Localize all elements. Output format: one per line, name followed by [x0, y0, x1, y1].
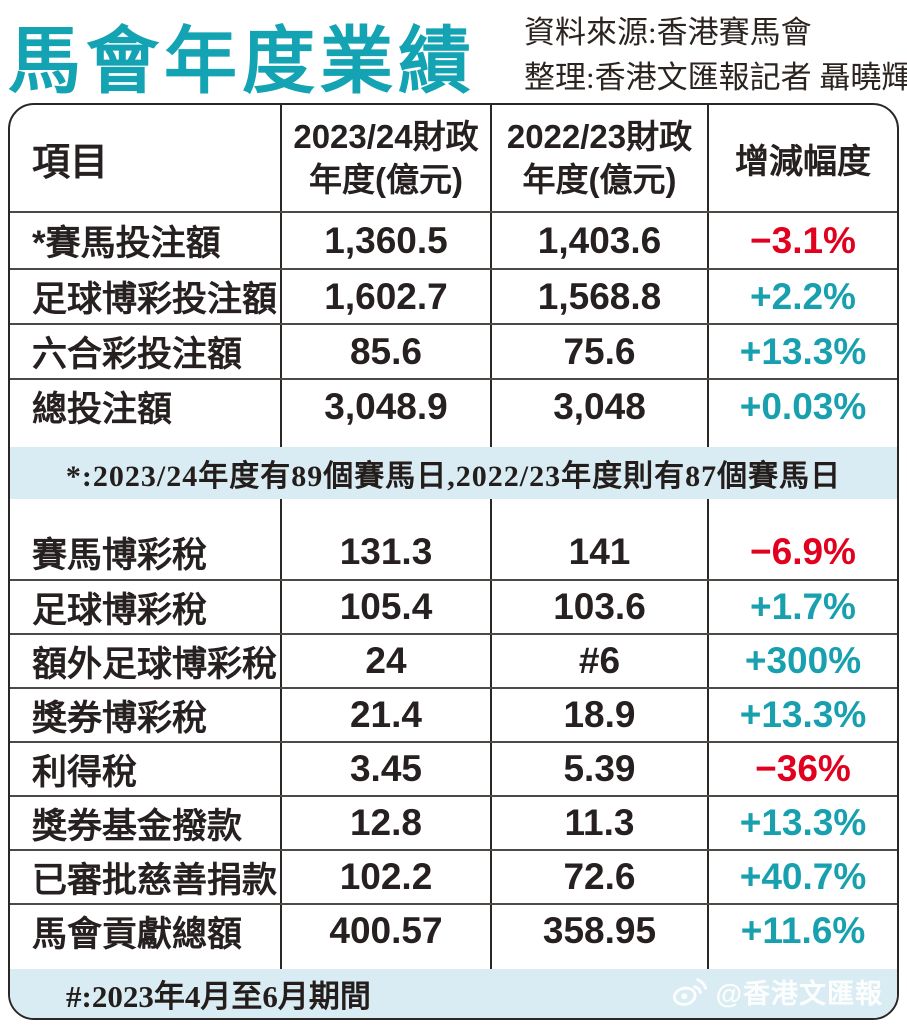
row-value-2022-23: 141: [492, 525, 709, 579]
row-item-label: 賽馬博彩稅: [10, 525, 282, 579]
row-value-2023-24: 105.4: [282, 581, 492, 633]
source-line-2: 整理:香港文匯報記者 聶曉輝: [524, 60, 907, 95]
row-value-2022-23: #6: [492, 635, 709, 687]
row-value-2022-23: 75.6: [492, 325, 709, 378]
header-fy-2022-23: 2022/23財政 年度(億元): [492, 105, 709, 211]
table-row: 獎券基金撥款 12.8 11.3 +13.3%: [10, 795, 897, 849]
row-change-value: +11.6%: [740, 910, 866, 951]
watermark: @香港文匯報: [672, 972, 883, 1011]
row-value-2022-23: 18.9: [492, 689, 709, 741]
source-block: 資料來源:香港賽馬會 整理:香港文匯報記者 聶曉輝: [524, 10, 907, 100]
table-section-turnover: *賽馬投注額 1,360.5 1,403.6 −3.1% 足球博彩投注額 1,6…: [10, 213, 897, 433]
row-value-2023-24: 24: [282, 635, 492, 687]
watermark-text: @香港文匯報: [715, 979, 883, 1009]
row-item-label: 獎券博彩稅: [10, 689, 282, 741]
row-change-value: +0.03%: [739, 385, 867, 427]
row-change-value: +13.3%: [739, 802, 867, 843]
row-value-2022-23: 358.95: [492, 905, 709, 957]
results-table: 項目 2023/24財政 年度(億元) 2022/23財政 年度(億元) 增減幅…: [8, 103, 899, 1020]
row-value-2023-24: 131.3: [282, 525, 492, 579]
row-value-2022-23: 3,048: [492, 380, 709, 433]
row-value-2023-24: 102.2: [282, 851, 492, 903]
table-row: 總投注額 3,048.9 3,048 +0.03%: [10, 378, 897, 433]
header-fy-2022-23-line1: 2022/23財政: [506, 118, 693, 155]
page-title: 馬會年度業績: [8, 21, 476, 102]
header-change: 增減幅度: [735, 142, 871, 181]
source-line-1: 資料來源:香港賽馬會: [524, 15, 812, 50]
row-change-value: +40.7%: [739, 856, 867, 897]
row-change-value: +1.7%: [750, 586, 856, 627]
row-value-2023-24: 1,360.5: [282, 213, 492, 268]
divider-gap: [10, 957, 897, 969]
row-value-2022-23: 72.6: [492, 851, 709, 903]
row-change-value: +13.3%: [739, 694, 867, 735]
row-change-value: +300%: [744, 640, 862, 681]
divider-gap: [10, 433, 897, 447]
header-fy-2022-23-line2: 年度(億元): [522, 161, 677, 198]
row-change-value: −6.9%: [750, 531, 856, 572]
divider-gap: [10, 499, 897, 525]
row-value-2022-23: 5.39: [492, 743, 709, 795]
row-value-2023-24: 12.8: [282, 797, 492, 849]
table-row: 馬會貢獻總額 400.57 358.95 +11.6%: [10, 903, 897, 957]
row-item-label: 足球博彩稅: [10, 581, 282, 633]
row-item-label: 利得稅: [10, 743, 282, 795]
row-item-label: 額外足球博彩稅: [10, 635, 282, 687]
table-row: 六合彩投注額 85.6 75.6 +13.3%: [10, 323, 897, 378]
row-item-label: *賽馬投注額: [10, 213, 282, 268]
row-item-label: 總投注額: [10, 380, 282, 433]
row-item-label: 獎券基金撥款: [10, 797, 282, 849]
table-row: *賽馬投注額 1,360.5 1,403.6 −3.1%: [10, 213, 897, 268]
table-section-tax-contribution: 賽馬博彩稅 131.3 141 −6.9% 足球博彩稅 105.4 103.6 …: [10, 525, 897, 957]
table-row: 賽馬博彩稅 131.3 141 −6.9%: [10, 525, 897, 579]
row-item-label: 馬會貢獻總額: [10, 905, 282, 957]
row-change-value: +13.3%: [739, 330, 867, 372]
row-value-2023-24: 85.6: [282, 325, 492, 378]
row-value-2022-23: 103.6: [492, 581, 709, 633]
table-row: 足球博彩投注額 1,602.7 1,568.8 +2.2%: [10, 268, 897, 323]
header-fy-2023-24-line2: 年度(億元): [309, 161, 463, 198]
note-period-text: #:2023年4月至6月期間: [66, 979, 371, 1014]
row-value-2022-23: 1,403.6: [492, 213, 709, 268]
table-row: 額外足球博彩稅 24 #6 +300%: [10, 633, 897, 687]
note-race-days: *:2023/24年度有89個賽馬日,2022/23年度則有87個賽馬日: [10, 447, 897, 499]
row-value-2023-24: 3.45: [282, 743, 492, 795]
row-item-label: 足球博彩投注額: [10, 270, 282, 323]
row-change-value: −36%: [755, 748, 851, 789]
note-period: #:2023年4月至6月期間 @香港文匯報: [10, 969, 897, 1018]
weibo-icon: [672, 978, 707, 1006]
table-row: 已審批慈善捐款 102.2 72.6 +40.7%: [10, 849, 897, 903]
row-value-2023-24: 3,048.9: [282, 380, 492, 433]
row-value-2023-24: 1,602.7: [282, 270, 492, 323]
header-fy-2023-24: 2023/24財政 年度(億元): [282, 105, 492, 211]
row-value-2022-23: 1,568.8: [492, 270, 709, 323]
table-row: 足球博彩稅 105.4 103.6 +1.7%: [10, 579, 897, 633]
row-change-value: −3.1%: [750, 219, 856, 261]
table-header-row: 項目 2023/24財政 年度(億元) 2022/23財政 年度(億元) 增減幅…: [10, 105, 897, 213]
header-fy-2023-24-line1: 2023/24財政: [293, 118, 479, 155]
row-change-value: +2.2%: [750, 275, 856, 317]
table-row: 獎券博彩稅 21.4 18.9 +13.3%: [10, 687, 897, 741]
table-row: 利得稅 3.45 5.39 −36%: [10, 741, 897, 795]
header-item: 項目: [10, 105, 282, 211]
row-item-label: 六合彩投注額: [10, 325, 282, 378]
row-value-2023-24: 400.57: [282, 905, 492, 957]
row-item-label: 已審批慈善捐款: [10, 851, 282, 903]
row-value-2023-24: 21.4: [282, 689, 492, 741]
row-value-2022-23: 11.3: [492, 797, 709, 849]
